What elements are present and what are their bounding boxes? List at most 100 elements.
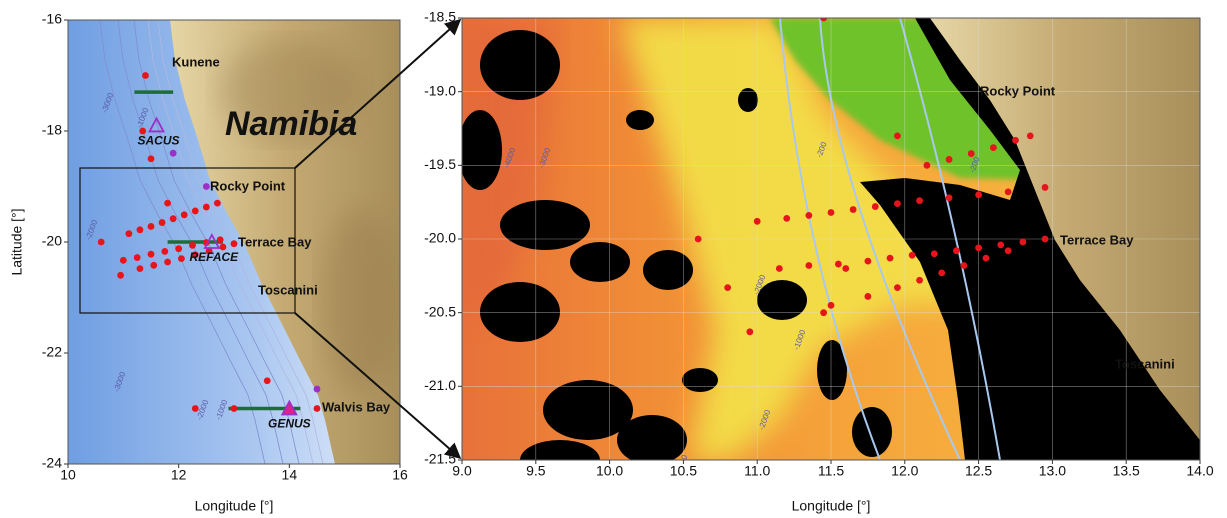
y-tick-label: -19.5 [424, 156, 456, 172]
station [834, 260, 842, 268]
station [158, 219, 166, 226]
cloud-mask [626, 110, 654, 130]
station [989, 144, 997, 152]
station [827, 209, 835, 216]
region-label: Namibia [225, 105, 357, 143]
y-tick-label: -20.0 [424, 230, 456, 246]
cloud-mask [738, 88, 758, 112]
cloud-mask [520, 440, 600, 460]
station [230, 405, 238, 412]
station [930, 250, 938, 258]
x-tick-label: 12.5 [965, 463, 992, 479]
cloud-mask [852, 407, 892, 457]
station [1004, 247, 1012, 255]
station [97, 238, 105, 246]
station [139, 127, 147, 135]
station [894, 132, 901, 140]
station [136, 265, 144, 273]
cloud-mask [543, 380, 633, 440]
x-tick-label: 10 [60, 467, 76, 483]
coastal-station [313, 385, 321, 393]
station [938, 269, 946, 277]
station [953, 247, 960, 255]
station [746, 328, 754, 336]
station [783, 214, 791, 222]
y-tick-label: -20.5 [424, 303, 456, 319]
cloud-mask [617, 415, 687, 460]
station [753, 217, 761, 225]
contour-label: -3000 [674, 453, 690, 476]
station [147, 223, 155, 230]
station [975, 191, 982, 199]
site-marker [203, 233, 221, 249]
cloud-mask [570, 242, 630, 282]
station [191, 207, 199, 215]
terrain [220, 40, 360, 140]
cloud-mask [817, 340, 847, 400]
station [805, 262, 813, 269]
station [161, 248, 169, 255]
station [916, 197, 923, 205]
cloud-mask [500, 200, 590, 250]
x-tick-label: 13.5 [1113, 463, 1140, 479]
isobath [899, 18, 1001, 460]
coastal-station [202, 183, 210, 190]
station [694, 235, 702, 243]
station [827, 301, 835, 309]
x-tick-label: 9.0 [452, 463, 472, 479]
x-tick-label: 10.0 [596, 463, 623, 479]
cloud-mask [682, 368, 718, 392]
place-label: Terrace Bay [238, 234, 312, 249]
station [142, 72, 149, 79]
panel: -4000 -3000-2000-1000-200-2000-3000-200 [462, 18, 1200, 476]
station [133, 254, 141, 261]
station [164, 199, 172, 207]
station [871, 203, 879, 210]
zoom-arrow [294, 312, 462, 460]
cloud-mask [757, 280, 807, 320]
x-axis-label: Longitude [°] [792, 498, 871, 514]
site-marker [280, 399, 298, 416]
station [820, 309, 828, 317]
x-tick-label: 11.0 [744, 463, 770, 479]
station [180, 211, 188, 219]
station [202, 203, 210, 211]
station [923, 161, 931, 169]
station [960, 262, 968, 269]
y-tick-label: -18 [42, 122, 62, 138]
station [216, 236, 224, 244]
station [864, 257, 872, 265]
place-label: Terrace Bay [1060, 232, 1134, 247]
station [214, 199, 221, 207]
x-axis-label: Longitude [°] [195, 498, 274, 514]
station [117, 271, 124, 279]
station [164, 258, 172, 266]
station [842, 265, 850, 272]
station [150, 261, 158, 269]
isobath [779, 18, 881, 460]
station [945, 194, 953, 202]
site-marker [148, 116, 166, 133]
station [313, 405, 321, 412]
station [136, 226, 144, 234]
place-label: Walvis Bay [322, 399, 391, 414]
station [916, 276, 923, 284]
station [945, 156, 953, 163]
station [775, 265, 783, 272]
place-label: Rocky Point [980, 83, 1056, 98]
station [205, 247, 213, 255]
zoom-box [79, 167, 296, 314]
station [967, 150, 975, 157]
station [169, 215, 177, 223]
station [975, 244, 982, 252]
station [820, 18, 828, 22]
station [982, 254, 990, 262]
y-tick-label: -22 [42, 344, 62, 360]
y-axis-label: Latitude [°] [9, 208, 25, 275]
cloud-mask [480, 30, 560, 100]
station [1012, 136, 1019, 144]
x-tick-label: 14.0 [1186, 463, 1213, 479]
terrain [320, 210, 400, 390]
